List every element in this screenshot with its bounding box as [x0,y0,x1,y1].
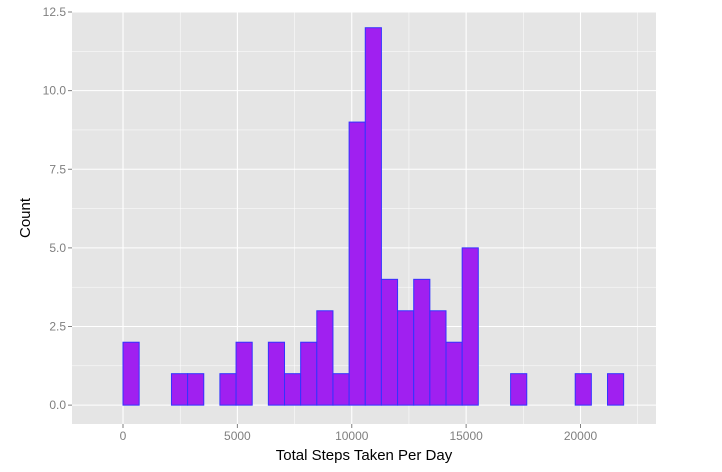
y-tick-label: 2.5 [49,320,66,334]
histogram-bar [332,373,350,406]
x-axis-title: Total Steps Taken Per Day [276,447,453,464]
y-tick-label: 10.0 [43,84,67,98]
histogram-bar [445,341,463,406]
y-tick-label: 7.5 [49,162,66,176]
x-tick-label: 20000 [564,429,598,443]
y-axis-title: Count [17,197,34,238]
histogram-bar [429,310,447,406]
histogram-bar [170,373,189,406]
histogram-bar [510,373,528,406]
histogram-bar [461,247,479,406]
y-axis-ticks: 0.0 2.5 5.0 7.5 10.0 12.5 [43,5,72,412]
histogram-bar [413,278,431,406]
histogram-bar [380,278,399,406]
histogram-bar [122,341,140,406]
histogram-bar [235,341,253,406]
histogram-bar [397,310,415,406]
x-tick-label: 5000 [224,429,251,443]
histogram-bar [574,373,592,406]
x-tick-label: 10000 [335,429,369,443]
y-tick-label: 5.0 [49,241,66,255]
y-tick-label: 12.5 [43,5,67,19]
bars [122,27,625,406]
histogram-bar [607,373,625,406]
histogram-bar [267,341,286,406]
histogram-bar [364,27,382,406]
x-tick-label: 15000 [449,429,483,443]
histogram-bar [284,373,302,406]
histogram-bar [316,310,334,406]
histogram-bar [300,341,318,406]
x-tick-label: 0 [120,429,127,443]
x-axis-ticks: 0 5000 10000 15000 20000 [120,424,598,443]
y-tick-label: 0.0 [49,398,66,412]
histogram-bar [348,121,366,406]
histogram-bar [187,373,205,406]
histogram-bar [219,373,237,406]
